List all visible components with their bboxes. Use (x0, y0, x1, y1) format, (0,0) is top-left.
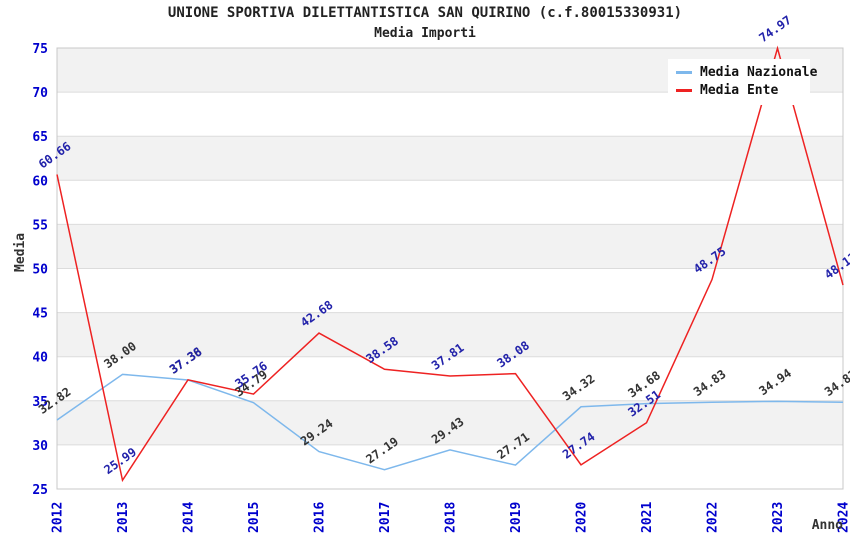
chart-title: UNIONE SPORTIVA DILETTANTISTICA SAN QUIR… (167, 5, 683, 21)
legend-label-nazionale: Media Nazionale (700, 64, 818, 80)
x-tick-label: 2016 (313, 502, 328, 533)
y-axis-title: Media (13, 233, 28, 272)
legend-label-ente: Media Ente (700, 82, 779, 98)
y-tick-label: 55 (32, 218, 48, 233)
y-tick-label: 30 (32, 439, 48, 454)
legend-item-media-ente: Media Ente (668, 81, 810, 99)
chart-legend: Media Nazionale Media Ente (668, 59, 817, 105)
point-label: 34.83 (822, 367, 850, 399)
x-axis-title: Anno (812, 518, 843, 533)
y-tick-label: 60 (32, 174, 48, 189)
x-tick-label: 2018 (444, 502, 459, 533)
x-tick-label: 2015 (247, 502, 262, 533)
grid-band (57, 312, 843, 357)
x-tick-label: 2020 (575, 502, 590, 533)
x-tick-label: 2014 (182, 502, 197, 533)
grid-band (57, 400, 843, 445)
x-tick-label: 2021 (640, 502, 655, 533)
x-tick-label: 2017 (378, 502, 393, 533)
y-tick-label: 25 (32, 483, 48, 498)
y-tick-label: 65 (32, 130, 48, 145)
y-tick-label: 40 (32, 351, 48, 366)
x-tick-label: 2012 (51, 502, 66, 533)
y-tick-label: 70 (32, 86, 48, 101)
x-tick-label: 2019 (509, 502, 524, 533)
point-label: 34.94 (756, 366, 794, 398)
point-label: 34.32 (560, 371, 598, 403)
grid-band (57, 136, 843, 181)
legend-swatch-nazionale-icon (676, 70, 692, 74)
legend-item-media-nazionale: Media Nazionale (668, 63, 817, 81)
x-tick-label: 2013 (116, 502, 131, 533)
y-tick-label: 35 (32, 395, 48, 410)
y-tick-label: 75 (32, 42, 48, 57)
series-line-1 (56, 45, 844, 483)
x-tick-label: 2023 (771, 502, 786, 533)
chart-subtitle: Media Importi (374, 26, 476, 41)
y-tick-label: 50 (32, 263, 48, 278)
grid-band (57, 224, 843, 269)
legend-swatch-ente-icon (676, 88, 692, 92)
plot-border (56, 47, 844, 490)
point-label: 74.97 (756, 13, 794, 45)
x-tick-label: 2024 (837, 502, 850, 533)
point-label: 34.83 (691, 367, 729, 399)
x-tick-label: 2022 (706, 502, 721, 533)
y-tick-label: 45 (32, 307, 48, 322)
